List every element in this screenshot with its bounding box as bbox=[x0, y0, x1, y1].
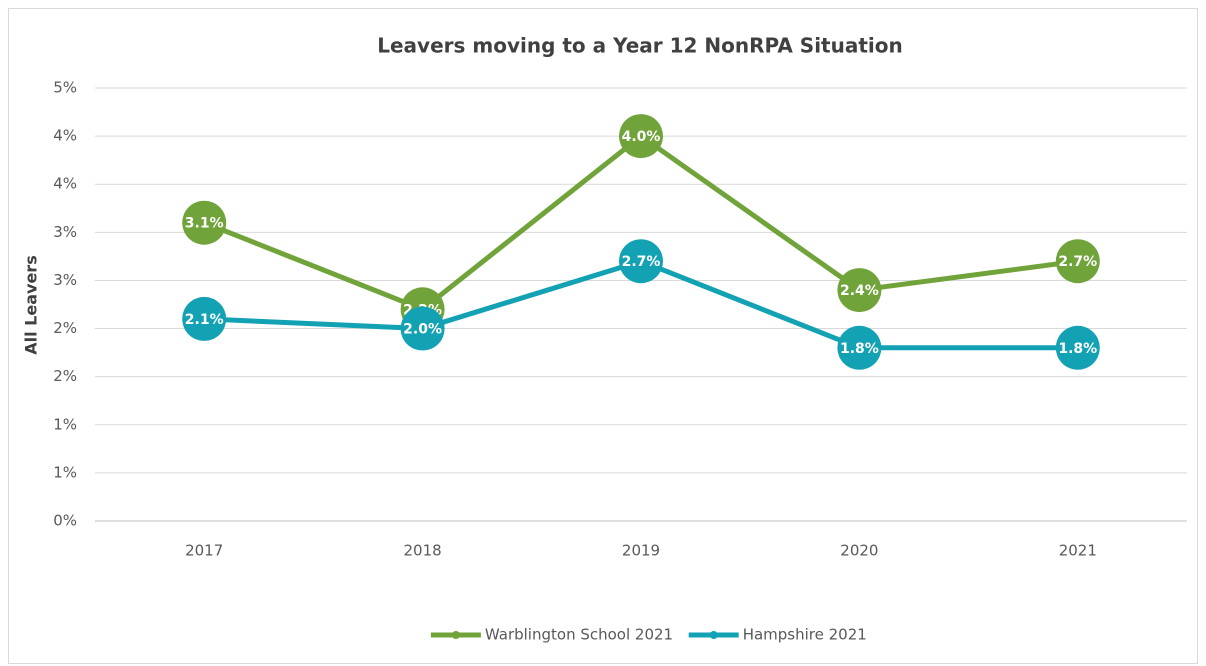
data-point bbox=[837, 325, 882, 370]
data-label: 2.4% bbox=[840, 283, 879, 299]
data-point bbox=[1055, 239, 1100, 284]
data-point bbox=[1055, 325, 1100, 370]
x-tick-label: 2019 bbox=[622, 542, 660, 560]
data-point bbox=[400, 306, 445, 351]
data-label: 2.7% bbox=[1058, 254, 1097, 270]
y-tick-label: 4% bbox=[53, 175, 77, 193]
data-label: 4.0% bbox=[622, 129, 661, 145]
data-point bbox=[182, 200, 227, 245]
legend-marker bbox=[709, 631, 718, 639]
data-label: 2.1% bbox=[185, 312, 224, 328]
data-point bbox=[619, 114, 663, 159]
data-label: 2.0% bbox=[403, 322, 442, 338]
data-point bbox=[619, 239, 663, 284]
y-tick-label: 1% bbox=[53, 463, 77, 481]
y-tick-label: 5% bbox=[53, 79, 77, 97]
y-axis-label: All Leavers bbox=[22, 255, 41, 354]
chart-frame bbox=[8, 8, 1198, 664]
y-tick-label: 2% bbox=[53, 319, 77, 337]
y-tick-label: 4% bbox=[53, 127, 77, 145]
y-tick-label: 3% bbox=[53, 223, 77, 241]
legend-label: Hampshire 2021 bbox=[743, 626, 867, 644]
data-label: 1.8% bbox=[840, 341, 879, 357]
y-tick-label: 2% bbox=[53, 367, 77, 385]
chart-title: Leavers moving to a Year 12 NonRPA Situa… bbox=[377, 34, 903, 58]
data-point bbox=[182, 296, 227, 341]
y-tick-label: 0% bbox=[53, 512, 77, 530]
data-label: 2.7% bbox=[622, 254, 661, 270]
data-label: 1.8% bbox=[1058, 341, 1097, 357]
y-tick-label: 1% bbox=[53, 415, 77, 433]
data-label: 3.1% bbox=[185, 216, 224, 232]
legend-marker bbox=[451, 631, 460, 639]
data-point bbox=[837, 268, 882, 313]
x-tick-label: 2021 bbox=[1059, 542, 1097, 560]
x-tick-label: 2020 bbox=[840, 542, 878, 560]
y-tick-label: 3% bbox=[53, 271, 77, 289]
legend-label: Warblington School 2021 bbox=[485, 626, 673, 644]
x-tick-label: 2018 bbox=[404, 542, 442, 560]
x-tick-label: 2017 bbox=[185, 542, 223, 560]
